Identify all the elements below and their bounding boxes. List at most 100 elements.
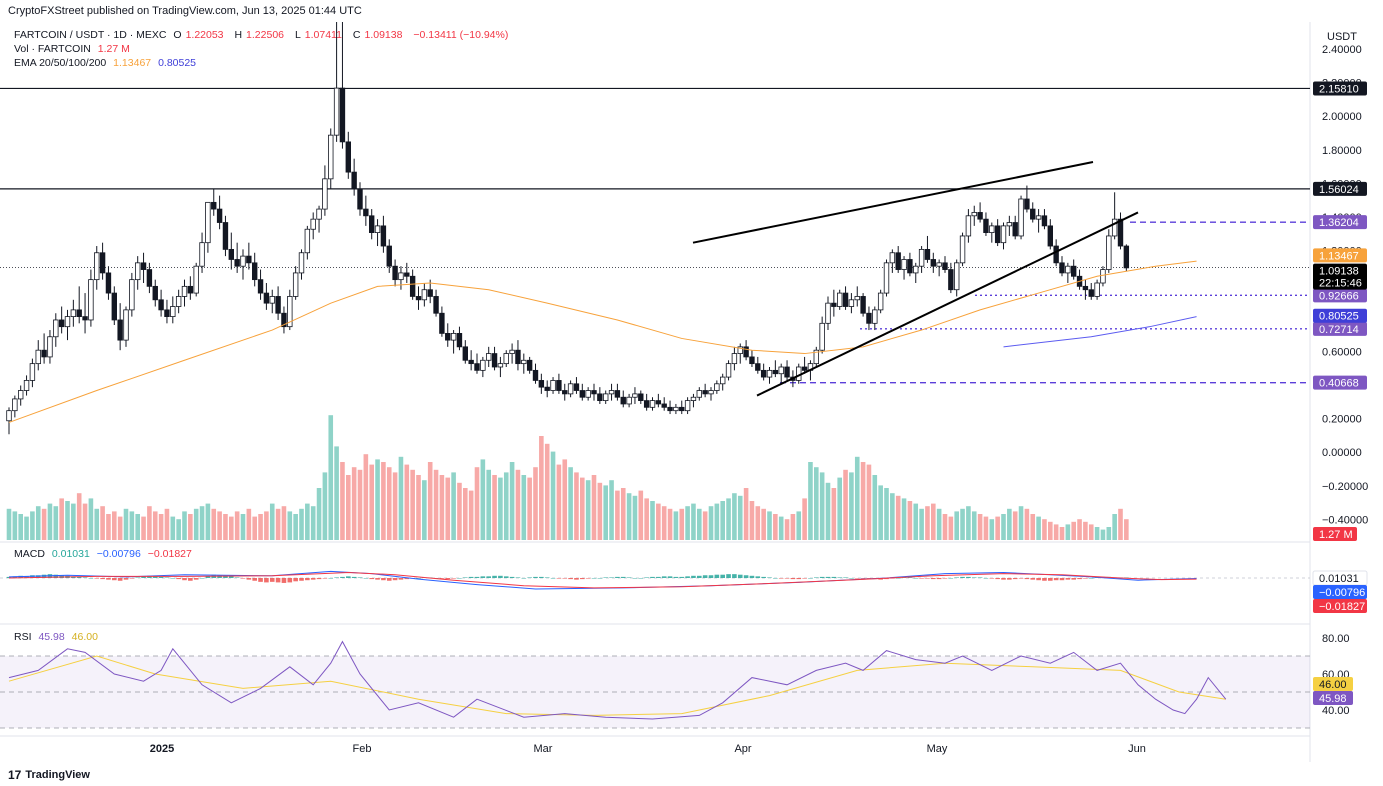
- volume-bar: [802, 498, 807, 540]
- macd-hist-bar: [328, 578, 334, 579]
- macd-hist-bar: [234, 577, 240, 578]
- macd-hist-bar: [106, 578, 111, 580]
- candle-body: [222, 222, 229, 250]
- macd-hist-bar: [919, 578, 924, 579]
- macd-hist-bar: [293, 578, 298, 582]
- change-label: −0.13411 (−10.94%): [413, 29, 509, 41]
- candle-body: [544, 386, 550, 391]
- volume-bar: [65, 501, 70, 540]
- candle-body: [398, 272, 404, 281]
- volume-bar: [82, 503, 88, 540]
- volume-bar: [585, 480, 591, 540]
- macd-hist-bar: [322, 578, 328, 579]
- macd-hist-bar: [971, 577, 977, 578]
- volume-bar: [854, 456, 860, 540]
- volume-bar: [1100, 529, 1106, 540]
- macd-legend: MACD 0.01031 −0.00796 −0.01827: [14, 548, 196, 560]
- candle-body: [415, 296, 422, 301]
- macd-hist-bar: [416, 578, 421, 579]
- high-label: H 1.22506: [234, 29, 285, 41]
- volume-bar: [404, 464, 410, 540]
- macd-hist-bar: [995, 578, 1000, 580]
- candle-body: [251, 262, 258, 281]
- candle-body: [76, 309, 82, 318]
- candle-body: [6, 410, 12, 422]
- volume-bar: [544, 443, 550, 540]
- candle-body: [749, 356, 755, 365]
- macd-hist-bar: [310, 578, 316, 580]
- price-tag-last: 1.09138: [1319, 266, 1359, 278]
- macd-hist-bar: [632, 578, 638, 579]
- volume-bar: [392, 472, 398, 540]
- volume-bar: [375, 459, 380, 540]
- volume-bar: [503, 472, 509, 540]
- candle-body: [936, 262, 942, 267]
- macd-hist-bar: [88, 578, 94, 579]
- macd-hist-bar: [182, 578, 187, 581]
- price-level-tag: 0.40668: [1319, 378, 1359, 390]
- volume-bar: [620, 488, 626, 540]
- macd-hist-bar: [1042, 578, 1047, 581]
- price-axis-tick: −0.40000: [1322, 514, 1368, 526]
- price-level-tag: 1.36204: [1319, 217, 1359, 229]
- macd-hist-bar: [656, 576, 661, 578]
- price-tag-bg: [1313, 263, 1367, 290]
- macd-hist-bar: [287, 578, 293, 583]
- volume-bar: [223, 514, 228, 540]
- volume-bar: [1106, 527, 1112, 540]
- volume-bar: [948, 516, 954, 540]
- volume-bar: [1012, 511, 1018, 540]
- price-axis-tick: 0.20000: [1322, 414, 1362, 426]
- candle-body: [491, 353, 498, 368]
- candle-body: [702, 390, 708, 395]
- macd-hist-bar: [626, 577, 632, 578]
- volume-bar: [480, 459, 486, 540]
- candle-body: [421, 289, 428, 301]
- macd-hist-bar: [381, 578, 386, 581]
- ema-legend: EMA 20/50/100/200 1.13467 0.80525: [14, 57, 200, 69]
- volume-bar: [989, 519, 995, 540]
- macd-hist-bar: [808, 578, 813, 579]
- macd-hist-bar: [252, 578, 257, 581]
- macd-hist-bar: [720, 574, 725, 578]
- volume-legend: Vol · FARTCOIN 1.27 M: [14, 43, 134, 55]
- volume-bar: [1036, 516, 1041, 540]
- macd-hist-bar: [831, 576, 837, 578]
- volume-bar: [1077, 519, 1082, 540]
- volume-bar: [866, 464, 872, 540]
- volume-bar: [574, 472, 579, 540]
- candle-body: [404, 272, 410, 277]
- candle-body: [468, 359, 474, 365]
- candle-body: [129, 279, 135, 311]
- volume-bar: [492, 475, 497, 540]
- trading-chart[interactable]: 2.400002.200002.000001.800001.600001.400…: [0, 22, 1383, 762]
- time-axis-tick: Jun: [1128, 743, 1146, 755]
- volume-bar: [445, 477, 451, 540]
- candle-body: [655, 400, 662, 405]
- macd-hist-bar: [796, 578, 802, 580]
- macd-hist-bar: [229, 576, 234, 578]
- candle-body: [819, 322, 825, 351]
- candle-body: [158, 299, 164, 311]
- candle-body: [187, 285, 194, 294]
- macd-signal-line: [8, 571, 1197, 589]
- currency-label: USDT: [1327, 31, 1357, 43]
- macd-hist-bar: [129, 578, 135, 579]
- macd-hist-bar: [269, 578, 275, 582]
- tradingview-logo-icon: 17: [8, 768, 22, 782]
- macd-hist-bar: [199, 578, 205, 579]
- macd-hist-bar: [258, 578, 263, 582]
- volume-bar: [293, 514, 298, 540]
- volume-bar: [697, 508, 702, 540]
- candle-body: [562, 390, 568, 395]
- volume-bar: [521, 475, 527, 540]
- macd-hist-bar: [620, 576, 626, 578]
- candle-body: [211, 201, 217, 210]
- volume-bar: [211, 508, 217, 540]
- macd-hist-bar: [141, 576, 146, 578]
- volume-bar: [299, 508, 304, 540]
- candle-body: [877, 292, 884, 311]
- candle-body: [246, 255, 252, 264]
- time-axis-tick: Feb: [353, 743, 372, 755]
- rsi-legend-label: RSI: [14, 631, 32, 643]
